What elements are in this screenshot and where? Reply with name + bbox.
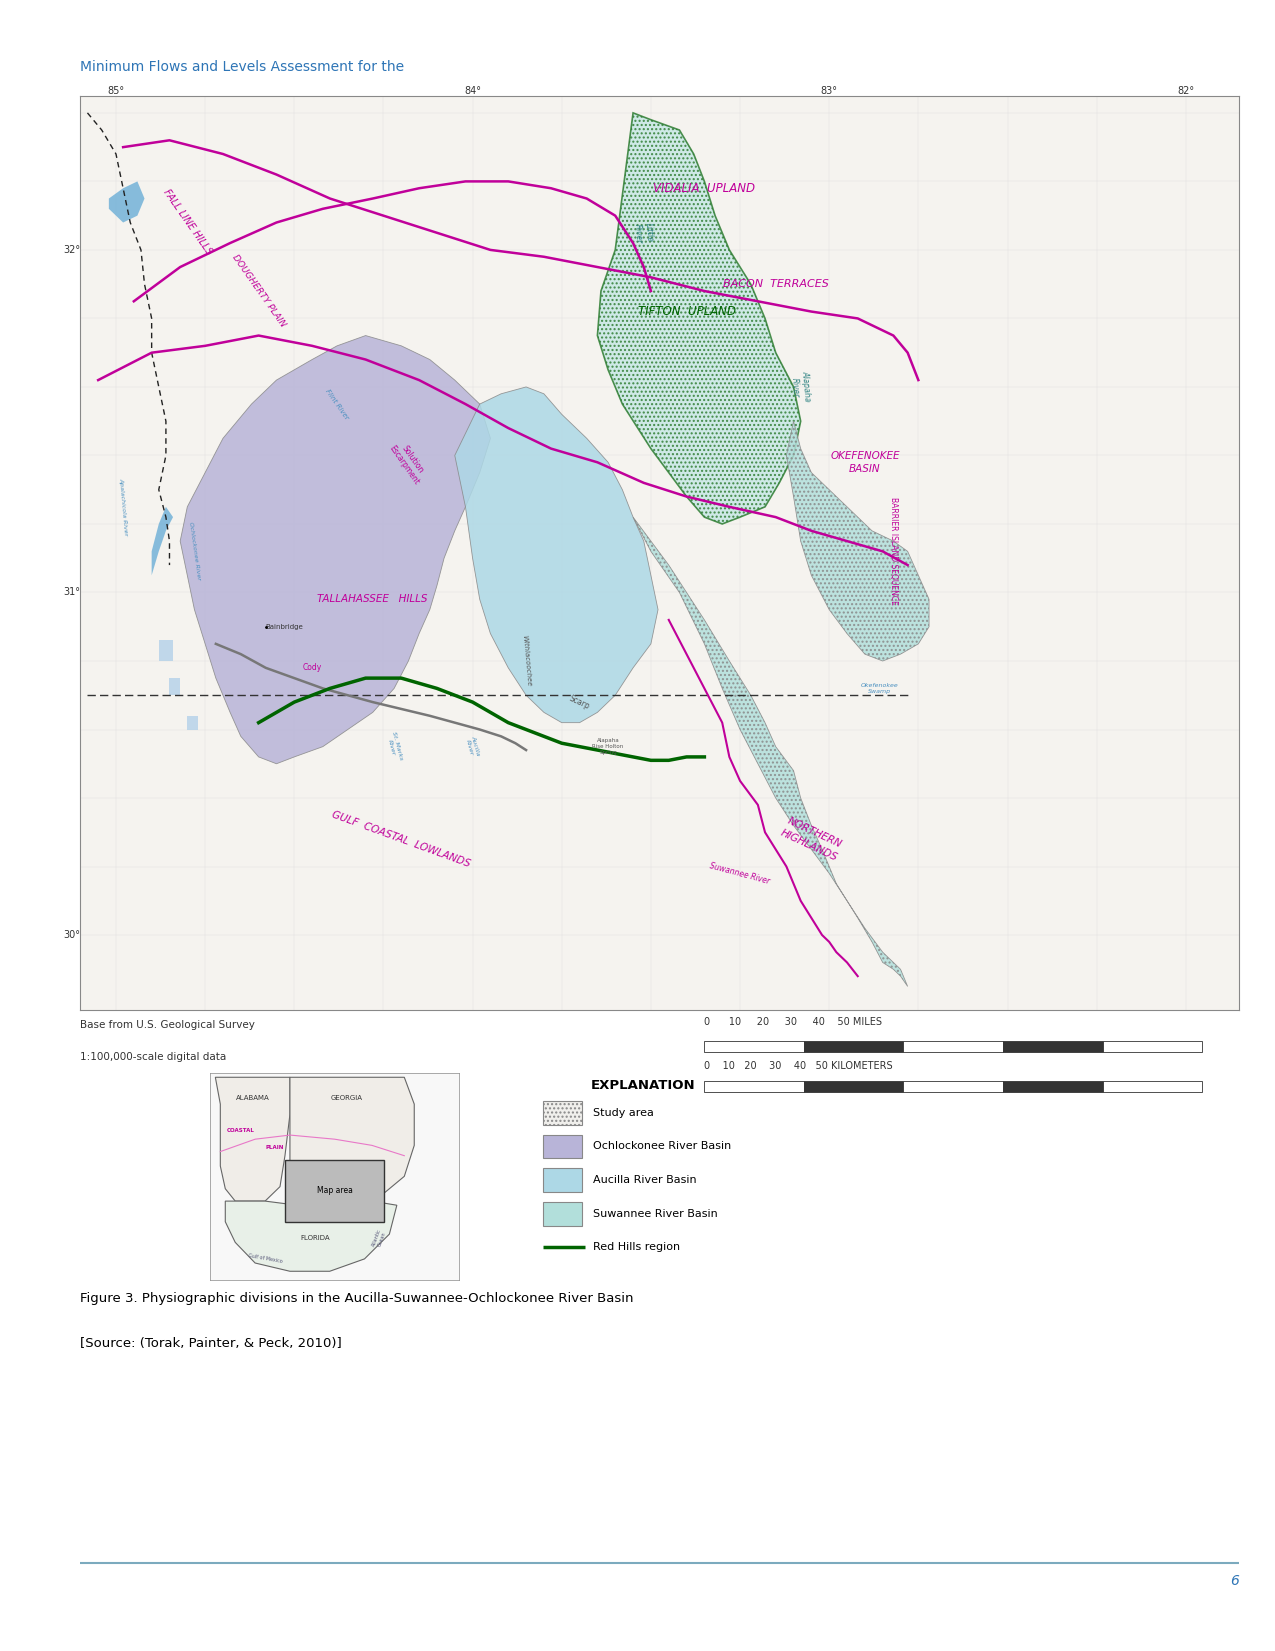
Polygon shape — [634, 517, 908, 986]
Text: Upper Suwannee River– Draft for Peer Review – December 2022: Upper Suwannee River– Draft for Peer Rev… — [80, 102, 525, 117]
Text: Apalachicola River: Apalachicola River — [119, 477, 129, 537]
Bar — [170, 679, 180, 695]
Text: VIDALIA  UPLAND: VIDALIA UPLAND — [653, 182, 755, 195]
Text: FALL LINE HILLS: FALL LINE HILLS — [161, 188, 214, 258]
Text: Okefenokee
Swamp: Okefenokee Swamp — [861, 684, 898, 693]
Text: Study area: Study area — [593, 1108, 654, 1118]
Bar — [803, 1040, 903, 1052]
Polygon shape — [215, 1078, 289, 1202]
Text: TIFTON  UPLAND: TIFTON UPLAND — [638, 305, 736, 319]
Bar — [543, 1134, 581, 1159]
Text: TALLAHASSEE   HILLS: TALLAHASSEE HILLS — [317, 594, 428, 604]
Text: 0      10     20     30     40    50 MILES: 0 10 20 30 40 50 MILES — [704, 1017, 882, 1027]
Bar — [803, 1081, 903, 1091]
Text: Flint River: Flint River — [324, 388, 349, 421]
Text: 31°: 31° — [64, 588, 80, 598]
Text: Red Hills region: Red Hills region — [593, 1243, 680, 1253]
Text: Ochlockonee River Basin: Ochlockonee River Basin — [593, 1141, 731, 1151]
Text: Solution
Escarpment: Solution Escarpment — [388, 438, 430, 487]
Text: Figure 3. Physiographic divisions in the Aucilla-Suwannee-Ochlockonee River Basi: Figure 3. Physiographic divisions in the… — [80, 1291, 634, 1304]
Polygon shape — [598, 112, 801, 523]
Text: Minimum Flows and Levels Assessment for the: Minimum Flows and Levels Assessment for … — [80, 61, 404, 74]
Polygon shape — [787, 421, 929, 660]
Text: 85°: 85° — [107, 86, 125, 96]
Text: St. Marks
River: St. Marks River — [385, 731, 403, 763]
Bar — [1103, 1040, 1202, 1052]
Text: Gulf of Mexico: Gulf of Mexico — [247, 1253, 283, 1265]
Text: NORTHERN
HIGHLANDS: NORTHERN HIGHLANDS — [779, 816, 844, 863]
Text: ALABAMA: ALABAMA — [236, 1095, 269, 1101]
Bar — [704, 1081, 803, 1091]
Text: Suwannee River Basin: Suwannee River Basin — [593, 1209, 718, 1218]
Text: 82°: 82° — [1177, 86, 1195, 96]
Polygon shape — [455, 386, 658, 723]
Bar — [543, 1101, 581, 1124]
Text: BACON  TERRACES: BACON TERRACES — [723, 279, 829, 289]
Text: 84°: 84° — [464, 86, 481, 96]
Text: Suwannee River: Suwannee River — [709, 862, 771, 885]
Polygon shape — [226, 1202, 397, 1271]
Text: Scarp: Scarp — [567, 693, 592, 712]
Text: GULF  COASTAL  LOWLANDS: GULF COASTAL LOWLANDS — [330, 809, 472, 868]
Text: OKEFENOKEE
BASIN: OKEFENOKEE BASIN — [830, 451, 900, 474]
Text: Ochlockonee River: Ochlockonee River — [187, 522, 201, 581]
Bar — [903, 1040, 1003, 1052]
Text: 6: 6 — [1230, 1575, 1239, 1588]
Bar — [543, 1169, 581, 1192]
Text: [Source: (Torak, Painter, & Peck, 2010)]: [Source: (Torak, Painter, & Peck, 2010)] — [80, 1337, 342, 1351]
Bar — [704, 1040, 803, 1052]
Polygon shape — [180, 335, 491, 764]
Bar — [1003, 1081, 1103, 1091]
Bar — [284, 1161, 384, 1222]
Text: EXPLANATION: EXPLANATION — [590, 1080, 695, 1091]
Text: Alapaha
River: Alapaha River — [789, 371, 812, 403]
Polygon shape — [152, 507, 173, 575]
Text: Withlacoochee: Withlacoochee — [521, 636, 532, 687]
Polygon shape — [289, 1078, 414, 1202]
Text: BARRIER ISLAND SEQUENCE: BARRIER ISLAND SEQUENCE — [889, 497, 898, 606]
Text: PLAIN: PLAIN — [265, 1144, 284, 1151]
Text: FLORIDA: FLORIDA — [300, 1235, 330, 1242]
Text: Alapaha
Rise Holton
Spring: Alapaha Rise Holton Spring — [593, 738, 623, 755]
Text: Atlantic
Ocean: Atlantic Ocean — [371, 1228, 388, 1248]
Bar — [543, 1101, 581, 1124]
Text: 1:100,000-scale digital data: 1:100,000-scale digital data — [80, 1052, 227, 1062]
Text: Aucilla River Basin: Aucilla River Basin — [593, 1176, 696, 1185]
Text: 0    10   20    30    40   50 KILOMETERS: 0 10 20 30 40 50 KILOMETERS — [704, 1062, 892, 1071]
Bar — [1003, 1040, 1103, 1052]
Bar — [903, 1081, 1003, 1091]
Text: Bainbridge: Bainbridge — [265, 624, 303, 629]
Bar — [159, 641, 173, 660]
Text: Map area: Map area — [316, 1187, 353, 1195]
Text: 83°: 83° — [821, 86, 838, 96]
Text: Aucilla
River: Aucilla River — [464, 735, 481, 758]
Bar — [543, 1202, 581, 1225]
Text: Base from U.S. Geological Survey: Base from U.S. Geological Survey — [80, 1020, 255, 1030]
Polygon shape — [108, 182, 144, 223]
Text: GEORGIA: GEORGIA — [332, 1095, 363, 1101]
Text: Cody: Cody — [302, 664, 321, 672]
Text: Little
River: Little River — [634, 223, 654, 243]
Text: COASTAL: COASTAL — [226, 1128, 254, 1134]
Text: DOUGHERTY PLAIN: DOUGHERTY PLAIN — [231, 253, 287, 329]
Bar — [187, 717, 198, 730]
Bar — [1103, 1081, 1202, 1091]
Text: 30°: 30° — [64, 930, 80, 939]
Text: 32°: 32° — [64, 244, 80, 254]
